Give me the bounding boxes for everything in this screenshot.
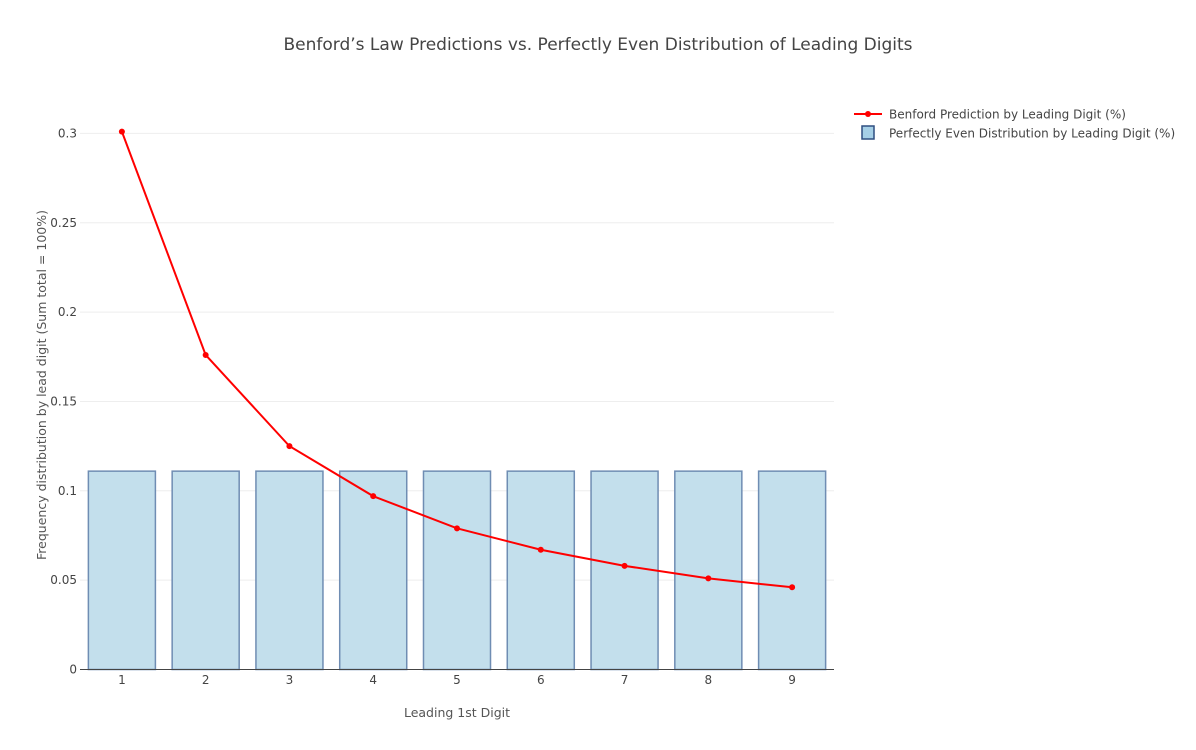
x-tick-label: 2 <box>202 673 210 687</box>
x-tick-label: 7 <box>621 673 629 687</box>
y-tick-label: 0.2 <box>58 305 77 319</box>
line-series <box>118 128 796 591</box>
y-tick-label: 0.25 <box>50 216 77 230</box>
bar-even-6[interactable] <box>506 470 576 671</box>
benford-point-6[interactable] <box>537 546 544 553</box>
y-axis-title: Frequency distribution by lead digit (Su… <box>34 210 49 560</box>
benford-point-2[interactable] <box>202 351 209 358</box>
x-tick-label: 4 <box>369 673 377 687</box>
benford-point-8[interactable] <box>705 575 712 582</box>
y-tick-label: 0.15 <box>50 394 77 408</box>
x-tick-label: 3 <box>286 673 294 687</box>
bar-even-8[interactable] <box>674 470 743 671</box>
benford-point-5[interactable] <box>454 525 460 532</box>
x-tick-label: 6 <box>537 673 545 687</box>
chart-title: Benford’s Law Predictions vs. Perfectly … <box>284 35 913 55</box>
legend-label-benford: Benford Prediction by Leading Digit (%) <box>889 108 1126 122</box>
bar-even-3[interactable] <box>255 470 324 671</box>
bar-even-2[interactable] <box>171 470 240 671</box>
legend-item-even[interactable]: Perfectly Even Distribution by Leading D… <box>861 125 1175 141</box>
benford-point-9[interactable] <box>789 584 796 591</box>
benford-point-3[interactable] <box>286 443 293 450</box>
y-tick-label: 0.05 <box>50 573 77 587</box>
benford-point-1[interactable] <box>118 128 125 135</box>
bar-even-5[interactable] <box>422 470 492 671</box>
benford-point-7[interactable] <box>621 562 628 569</box>
x-axis-title: Leading 1st Digit <box>404 705 510 720</box>
legend: Benford Prediction by Leading Digit (%) … <box>854 108 1175 141</box>
bar-even-1[interactable] <box>87 470 157 671</box>
x-tick-label: 5 <box>453 673 461 687</box>
legend-item-benford[interactable]: Benford Prediction by Leading Digit (%) <box>854 108 1126 122</box>
legend-bar-swatch <box>861 125 875 140</box>
axes: 0 0.05 0.1 0.15 0.2 0.25 0.3 1 2 3 4 5 6 7 8 9 <box>50 126 834 687</box>
x-tick-label: 1 <box>118 673 126 687</box>
x-tick-label: 9 <box>788 673 796 687</box>
bar-even-9[interactable] <box>757 470 827 671</box>
legend-label-even: Perfectly Even Distribution by Leading D… <box>889 127 1175 141</box>
legend-line-marker <box>865 111 871 117</box>
y-tick-label: 0.3 <box>58 126 77 140</box>
benford-point-4[interactable] <box>370 493 377 500</box>
x-tick-label: 8 <box>705 673 713 687</box>
bar-series <box>87 470 827 671</box>
bar-even-4[interactable] <box>338 470 408 671</box>
y-tick-label: 0.1 <box>58 484 77 498</box>
y-tick-label: 0 <box>69 663 77 677</box>
